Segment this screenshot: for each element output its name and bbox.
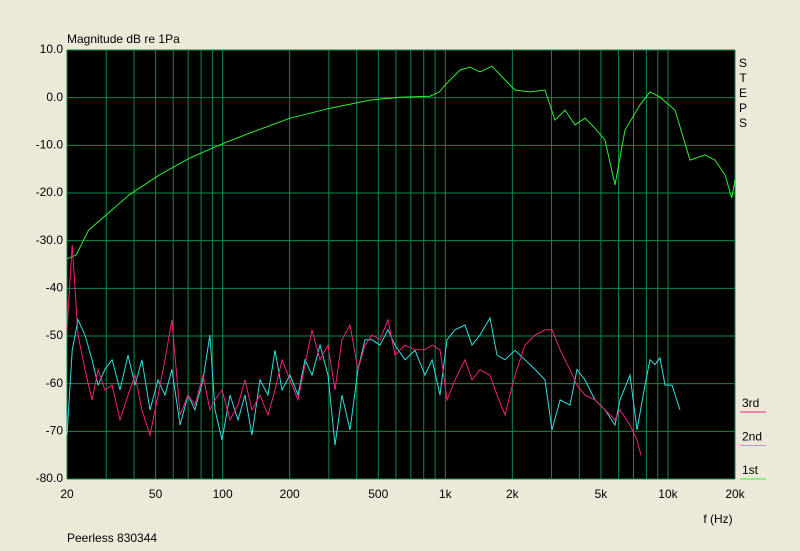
y-tick-label: -30.0 <box>36 233 64 247</box>
legend-label: 2nd <box>742 430 762 444</box>
x-tick-label: 20 <box>60 487 74 501</box>
x-tick-label: 5k <box>595 487 609 501</box>
x-axis-label: f (Hz) <box>703 512 732 526</box>
footer: Peerless 830344 <box>67 531 157 545</box>
legend-label: 1st <box>742 463 759 477</box>
side-label: STEPS <box>736 56 750 131</box>
x-tick-label: 500 <box>368 487 388 501</box>
x-tick-label: 200 <box>280 487 300 501</box>
plot-area <box>67 50 735 479</box>
x-tick-label: 2k <box>506 487 520 501</box>
x-tick-label: 10k <box>658 487 678 501</box>
x-tick-label: 100 <box>213 487 233 501</box>
chart-title: Magnitude dB re 1Pa <box>67 32 180 46</box>
series-line <box>66 244 642 456</box>
y-tick-label: -40 <box>46 281 64 295</box>
y-tick-label: 10.0 <box>40 42 64 56</box>
x-tick-label: 20k <box>725 487 745 501</box>
legend-label: 3rd <box>742 396 759 410</box>
x-tick-label: 1k <box>439 487 453 501</box>
y-tick-label: -80.0 <box>36 471 64 485</box>
y-tick-label: -60 <box>46 376 64 390</box>
x-tick-label: 50 <box>149 487 163 501</box>
y-tick-label: -70 <box>46 424 64 438</box>
series-line <box>66 65 736 260</box>
y-tick-label: -50 <box>46 328 64 342</box>
y-tick-label: -20.0 <box>36 185 64 199</box>
y-tick-label: -10.0 <box>36 138 64 152</box>
y-tick-label: 0.0 <box>46 90 63 104</box>
